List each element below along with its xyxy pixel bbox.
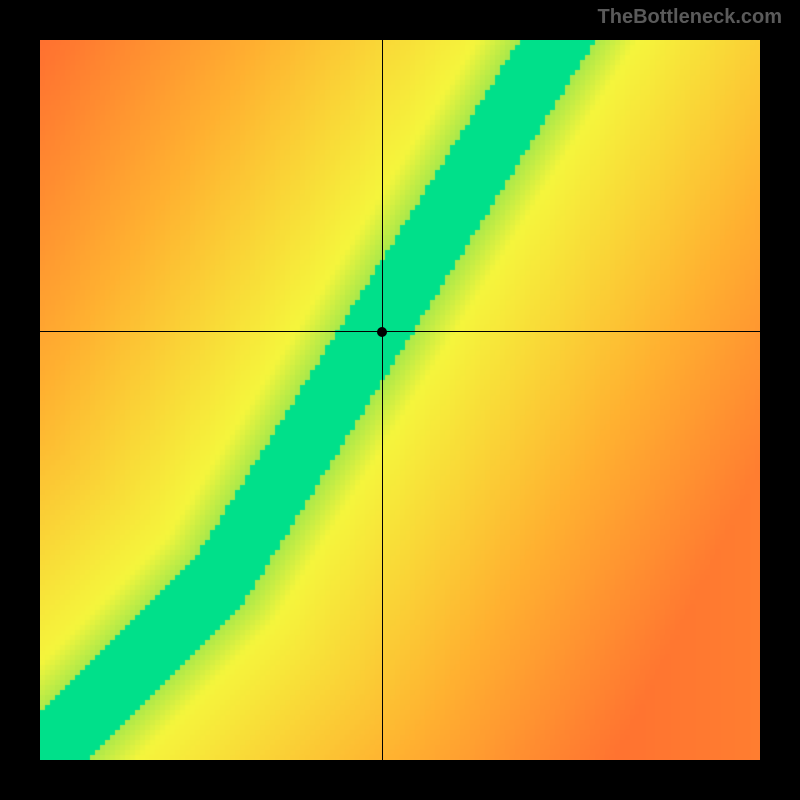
watermark-text: TheBottleneck.com bbox=[598, 6, 782, 29]
selection-marker bbox=[377, 327, 387, 337]
crosshair-vertical bbox=[382, 40, 383, 760]
chart-container: TheBottleneck.com bbox=[0, 0, 800, 800]
heatmap-canvas bbox=[40, 40, 760, 760]
crosshair-horizontal bbox=[40, 331, 760, 332]
heatmap-plot bbox=[40, 40, 760, 760]
